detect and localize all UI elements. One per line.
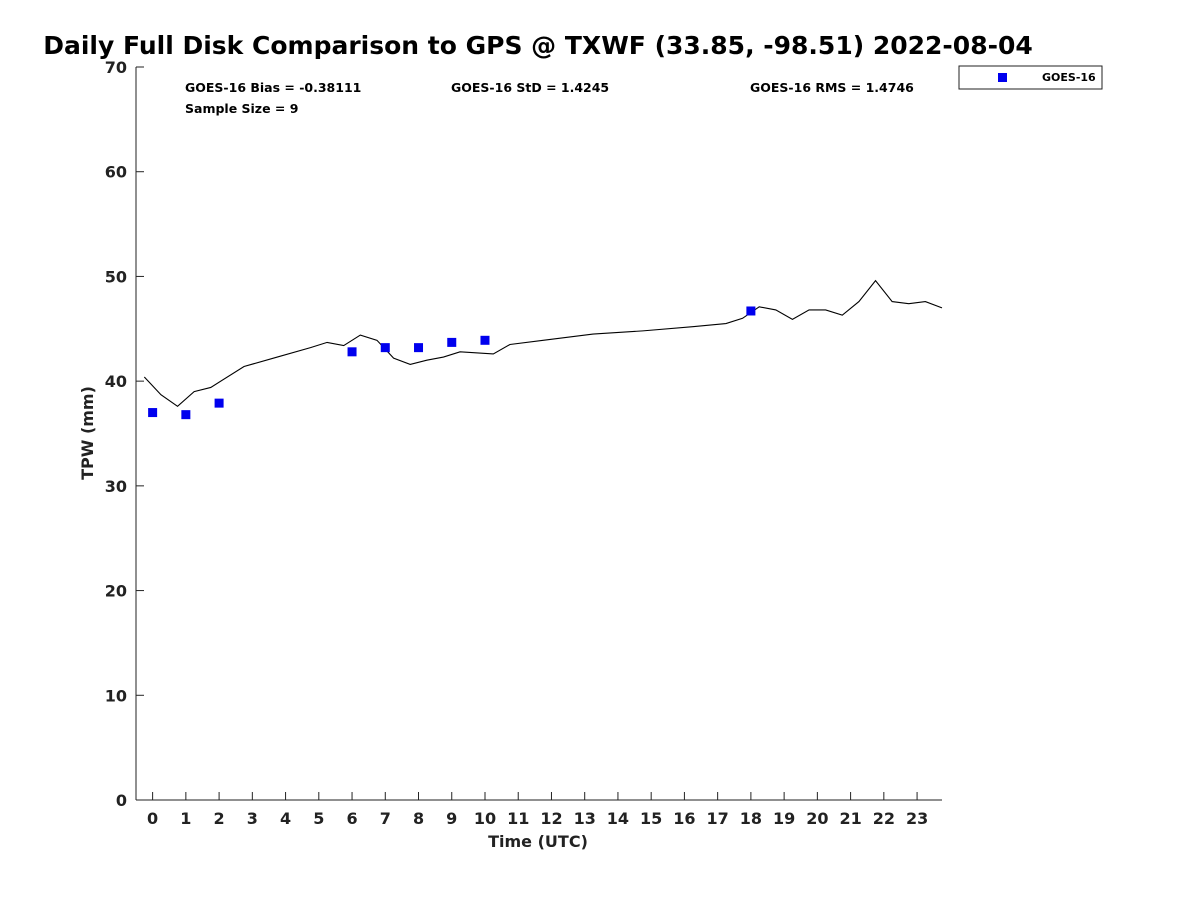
x-tick-label: 20 xyxy=(806,809,828,828)
goes16-point xyxy=(414,343,424,353)
y-tick-label: 40 xyxy=(105,372,127,391)
chart-title: Daily Full Disk Comparison to GPS @ TXWF… xyxy=(43,31,1033,60)
std-stat: GOES-16 StD = 1.4245 xyxy=(451,80,609,95)
x-tick-label: 13 xyxy=(574,809,596,828)
x-tick-label: 19 xyxy=(773,809,795,828)
x-tick-label: 9 xyxy=(446,809,457,828)
x-tick-label: 10 xyxy=(474,809,496,828)
x-tick-label: 3 xyxy=(247,809,258,828)
x-tick-label: 11 xyxy=(507,809,529,828)
x-tick-label: 4 xyxy=(280,809,291,828)
y-tick-label: 60 xyxy=(105,163,127,182)
x-tick-label: 22 xyxy=(873,809,895,828)
sample-size-stat: Sample Size = 9 xyxy=(185,101,298,116)
y-tick-label: 10 xyxy=(105,686,127,705)
y-axis-label: TPW (mm) xyxy=(78,386,97,480)
x-tick-label: 2 xyxy=(214,809,225,828)
goes16-point xyxy=(447,337,457,347)
legend-box xyxy=(958,65,1103,90)
x-tick-label: 21 xyxy=(839,809,861,828)
x-tick-label: 7 xyxy=(380,809,391,828)
y-tick-label: 0 xyxy=(116,791,127,810)
goes16-point xyxy=(746,306,756,316)
x-tick-label: 23 xyxy=(906,809,928,828)
x-tick-label: 14 xyxy=(607,809,629,828)
legend: GOES-16 xyxy=(958,65,1103,90)
gps-tpw-line xyxy=(143,279,943,407)
goes16-point xyxy=(380,343,390,353)
goes16-point xyxy=(148,408,158,418)
x-tick-label: 15 xyxy=(640,809,662,828)
x-tick-label: 12 xyxy=(540,809,562,828)
x-tick-label: 5 xyxy=(313,809,324,828)
x-tick-label: 17 xyxy=(707,809,729,828)
y-tick-label: 70 xyxy=(105,58,127,77)
rms-stat: GOES-16 RMS = 1.4746 xyxy=(750,80,914,95)
y-ticks: 0 10 20 30 40 50 60 70 xyxy=(105,58,144,810)
x-tick-label: 6 xyxy=(346,809,357,828)
goes16-point xyxy=(181,410,191,420)
x-tick-label: 1 xyxy=(180,809,191,828)
goes16-point xyxy=(347,347,357,357)
x-ticks: 0 1 2 3 4 5 6 7 8 9 10 11 12 13 14 15 16 17 18 19 20 21 22 23 xyxy=(147,792,928,828)
x-tick-label: 16 xyxy=(673,809,695,828)
y-tick-label: 50 xyxy=(105,267,127,286)
goes16-point xyxy=(214,398,224,408)
x-axis-label: Time (UTC) xyxy=(488,832,588,851)
y-tick-label: 20 xyxy=(105,582,127,601)
x-tick-label: 8 xyxy=(413,809,424,828)
goes16-points xyxy=(148,306,756,420)
y-tick-label: 30 xyxy=(105,477,127,496)
legend-label-goes16: GOES-16 xyxy=(1042,71,1096,84)
x-tick-label: 0 xyxy=(147,809,158,828)
x-tick-label: 18 xyxy=(740,809,762,828)
goes16-point xyxy=(480,335,490,345)
bias-stat: GOES-16 Bias = -0.38111 xyxy=(185,80,361,95)
legend-marker xyxy=(998,73,1007,82)
